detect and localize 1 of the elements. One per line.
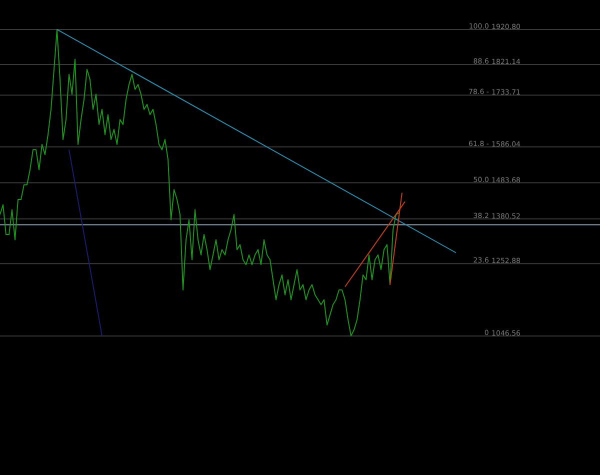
line-series [0, 28, 400, 336]
